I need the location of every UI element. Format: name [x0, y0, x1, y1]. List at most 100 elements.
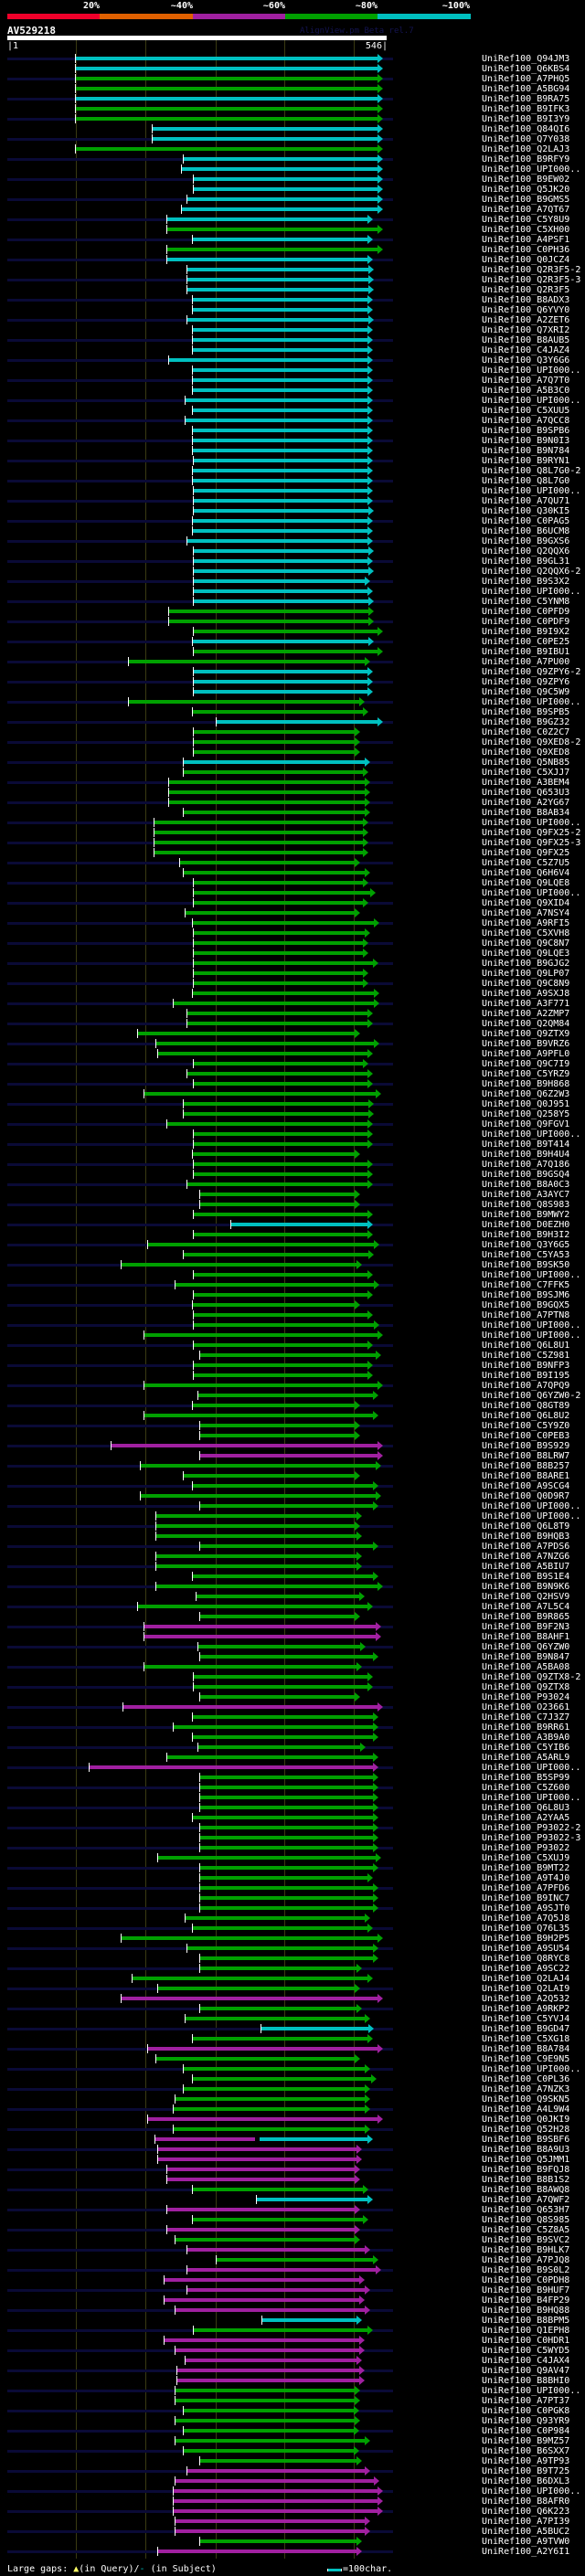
hit-label[interactable]: UniRef100_A9T4J0	[482, 1873, 570, 1883]
alignment-row[interactable]: UniRef100_C0PE25	[0, 637, 585, 647]
alignment-row[interactable]: UniRef100_B9GSQ4	[0, 1170, 585, 1180]
alignment-row[interactable]: UniRef100_Q9LQE3	[0, 949, 585, 959]
alignment-row[interactable]: UniRef100_Q9ZTX8	[0, 1682, 585, 1692]
alignment-row[interactable]: UniRef100_UPI000..	[0, 486, 585, 496]
hit-label[interactable]: UniRef100_C5Z981	[482, 1351, 570, 1361]
hit-label[interactable]: UniRef100_Q6L8U2	[482, 1411, 570, 1421]
alignment-row[interactable]: UniRef100_B9SPB5	[0, 707, 585, 717]
alignment-row[interactable]: UniRef100_Q6Z2W3	[0, 1089, 585, 1099]
hit-label[interactable]: UniRef100_C5XVH8	[482, 928, 570, 938]
alignment-row[interactable]: UniRef100_B8A0C3	[0, 1180, 585, 1190]
alignment-row[interactable]: UniRef100_Q9C8N7	[0, 938, 585, 949]
alignment-row[interactable]: UniRef100_UPI000..	[0, 1330, 585, 1341]
alignment-row[interactable]: UniRef100_Q0JCZ4	[0, 255, 585, 265]
hit-label[interactable]: UniRef100_C0P984	[482, 2426, 570, 2436]
hit-label[interactable]: UniRef100_Q9FX25-3	[482, 838, 581, 848]
alignment-row[interactable]: UniRef100_UPI000..	[0, 2386, 585, 2396]
alignment-row[interactable]: UniRef100_Q9XED8-2	[0, 737, 585, 747]
hit-label[interactable]: UniRef100_A7PTN8	[482, 1310, 570, 1320]
hit-label[interactable]: UniRef100_Q6YZW0	[482, 1642, 570, 1652]
alignment-row[interactable]: UniRef100_B9H3I2	[0, 1230, 585, 1240]
hit-label[interactable]: UniRef100_Q9ZTX9	[482, 1029, 570, 1039]
hit-label[interactable]: UniRef100_Q8L7G0	[482, 476, 570, 486]
alignment-row[interactable]: UniRef100_UPI000..	[0, 888, 585, 898]
alignment-row[interactable]: UniRef100_C0Z2C7	[0, 727, 585, 737]
alignment-row[interactable]: UniRef100_Q8S983	[0, 1200, 585, 1210]
hit-label[interactable]: UniRef100_C9E9N5	[482, 2054, 570, 2064]
hit-label[interactable]: UniRef100_A2Q532	[482, 1994, 570, 2004]
hit-label[interactable]: UniRef100_B8B257	[482, 1461, 570, 1471]
alignment-row[interactable]: UniRef100_B9RYN1	[0, 456, 585, 466]
hit-label[interactable]: UniRef100_B9IFK3	[482, 104, 570, 114]
hit-label[interactable]: UniRef100_Q6K223	[482, 2507, 570, 2517]
hit-label[interactable]: UniRef100_UPI000..	[482, 1501, 581, 1511]
alignment-row[interactable]: UniRef100_Q30KI5	[0, 506, 585, 516]
alignment-row[interactable]: UniRef100_B9MZ57	[0, 2436, 585, 2446]
alignment-row[interactable]: UniRef100_A5B3C0	[0, 386, 585, 396]
alignment-row[interactable]: UniRef100_Q0JKI9	[0, 2115, 585, 2125]
alignment-row[interactable]: UniRef100_B9T725	[0, 2466, 585, 2476]
alignment-row[interactable]: UniRef100_C7J3Z7	[0, 1712, 585, 1723]
alignment-row[interactable]: UniRef100_B9I3Y9	[0, 114, 585, 124]
alignment-row[interactable]: UniRef100_B8ADX3	[0, 295, 585, 305]
hit-label[interactable]: UniRef100_Q9XED8	[482, 747, 570, 758]
alignment-row[interactable]: UniRef100_Q9FX25-3	[0, 838, 585, 848]
alignment-row[interactable]: UniRef100_C4JAX4	[0, 2356, 585, 2366]
alignment-row[interactable]: UniRef100_A9T4J0	[0, 1873, 585, 1883]
alignment-row[interactable]: UniRef100_C7FFK5	[0, 1280, 585, 1290]
hit-label[interactable]: UniRef100_B9MT22	[482, 1863, 570, 1873]
alignment-row[interactable]: UniRef100_A9SXJ8	[0, 989, 585, 999]
hit-label[interactable]: UniRef100_C5XH00	[482, 225, 570, 235]
hit-label[interactable]: UniRef100_Q9ZPY6	[482, 677, 570, 687]
hit-label[interactable]: UniRef100_Q2R3F5	[482, 285, 570, 295]
hit-label[interactable]: UniRef100_A9RFI5	[482, 918, 570, 928]
hit-label[interactable]: UniRef100_Q9LQE3	[482, 949, 570, 959]
alignment-row[interactable]: UniRef100_B8B257	[0, 1461, 585, 1471]
alignment-row[interactable]: UniRef100_B9N847	[0, 1652, 585, 1662]
alignment-row[interactable]: UniRef100_B9T414	[0, 1140, 585, 1150]
hit-label[interactable]: UniRef100_B8A9U3	[482, 2145, 570, 2155]
hit-label[interactable]: UniRef100_B9I3Y9	[482, 114, 570, 124]
alignment-row[interactable]: UniRef100_UPI000..	[0, 366, 585, 376]
hit-label[interactable]: UniRef100_Q7XRI2	[482, 325, 570, 335]
alignment-row[interactable]: UniRef100_P93022	[0, 1843, 585, 1853]
alignment-row[interactable]: UniRef100_B9SJM6	[0, 1290, 585, 1300]
alignment-row[interactable]: UniRef100_B6SXX7	[0, 2446, 585, 2456]
hit-label[interactable]: UniRef100_B8B1S2	[482, 2175, 570, 2185]
alignment-row[interactable]: UniRef100_B9SBF6	[0, 2135, 585, 2145]
alignment-row[interactable]: UniRef100_C5XH00	[0, 225, 585, 235]
hit-label[interactable]: UniRef100_Q6L8T9	[482, 1521, 570, 1532]
hit-label[interactable]: UniRef100_Q9ZTX8-2	[482, 1672, 581, 1682]
hit-label[interactable]: UniRef100_Q6Z2W3	[482, 1089, 570, 1099]
hit-label[interactable]: UniRef100_B9EW02	[482, 175, 570, 185]
hit-label[interactable]: UniRef100_B9S3X2	[482, 577, 570, 587]
hit-label[interactable]: UniRef100_O23661	[482, 1702, 570, 1712]
hit-label[interactable]: UniRef100_C7FFK5	[482, 1280, 570, 1290]
alignment-row[interactable]: UniRef100_B9GQX5	[0, 1300, 585, 1310]
hit-label[interactable]: UniRef100_A7PI39	[482, 2517, 570, 2527]
alignment-row[interactable]: UniRef100_C5YIB6	[0, 1743, 585, 1753]
alignment-row[interactable]: UniRef100_B9I195	[0, 1371, 585, 1381]
alignment-row[interactable]: UniRef100_A7PJQ8	[0, 2255, 585, 2265]
alignment-row[interactable]: UniRef100_B8B1S2	[0, 2175, 585, 2185]
hit-label[interactable]: UniRef100_C0HDR1	[482, 2336, 570, 2346]
alignment-row[interactable]: UniRef100_B9MT22	[0, 1863, 585, 1873]
hit-label[interactable]: UniRef100_A2ZET6	[482, 315, 570, 325]
hit-label[interactable]: UniRef100_P93022-2	[482, 1823, 581, 1833]
alignment-row[interactable]: UniRef100_B9S3X2	[0, 577, 585, 587]
hit-label[interactable]: UniRef100_C5XJJ7	[482, 768, 570, 778]
hit-label[interactable]: UniRef100_UPI000..	[482, 2386, 581, 2396]
alignment-row[interactable]: UniRef100_UPI000..	[0, 818, 585, 828]
hit-label[interactable]: UniRef100_A9TP93	[482, 2456, 570, 2466]
hit-label[interactable]: UniRef100_B9HUF7	[482, 2285, 570, 2295]
alignment-row[interactable]: UniRef100_B9N784	[0, 446, 585, 456]
hit-label[interactable]: UniRef100_A7QU71	[482, 496, 570, 506]
alignment-row[interactable]: UniRef100_UPI000..	[0, 1129, 585, 1140]
alignment-row[interactable]: UniRef100_C0P984	[0, 2426, 585, 2436]
hit-label[interactable]: UniRef100_UPI000..	[482, 587, 581, 597]
alignment-row[interactable]: UniRef100_A5BG94	[0, 84, 585, 94]
alignment-row[interactable]: UniRef100_B8AB34	[0, 808, 585, 818]
hit-label[interactable]: UniRef100_B8BPM5	[482, 2316, 570, 2326]
alignment-row[interactable]: UniRef100_Q9LQE8	[0, 878, 585, 888]
alignment-row[interactable]: UniRef100_A7PTN8	[0, 1310, 585, 1320]
